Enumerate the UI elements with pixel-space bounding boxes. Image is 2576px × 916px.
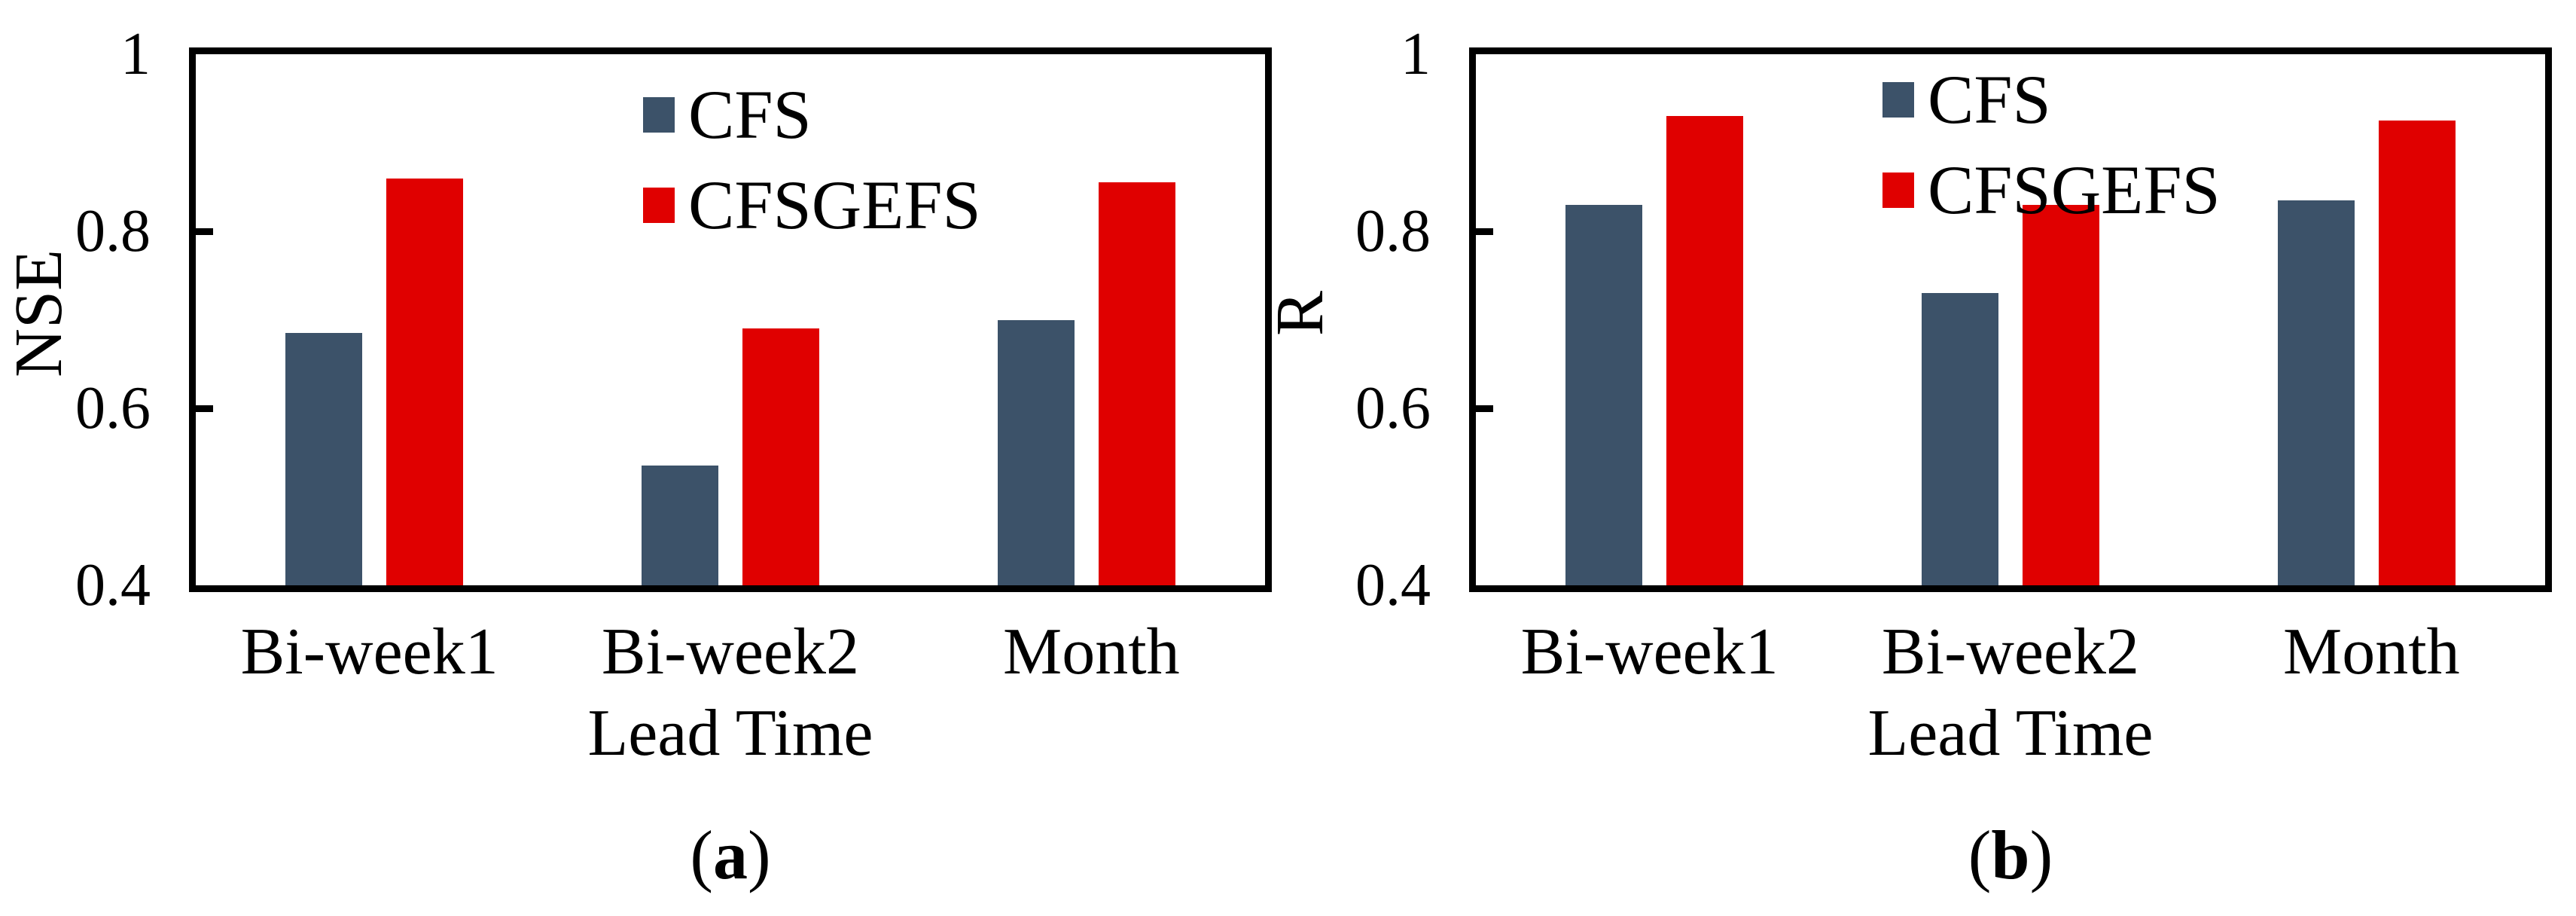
panel-caption-a: (a) — [189, 817, 1272, 893]
panel-a: NSE 1 0.8 0.6 0.4 CFS CFSGEFS Bi-week1 B… — [0, 20, 1272, 893]
plot-area-a: CFS CFSGEFS — [189, 47, 1272, 592]
y-tick-label: 0.8 — [1280, 197, 1431, 265]
y-tick-text: 0.8 — [75, 198, 151, 264]
bar-cfsgefs-bi-week2 — [742, 328, 819, 585]
bars-layer — [196, 54, 1265, 585]
category-label-biweek2: Bi-week2 — [601, 615, 860, 689]
legend-swatch-cfsgefs — [1882, 172, 1914, 208]
y-tick-text: 0.6 — [1355, 375, 1431, 441]
x-axis-title: Lead Time — [1867, 697, 2154, 770]
bar-cfs-bi-week1 — [285, 333, 362, 585]
legend-swatch-cfs — [1882, 81, 1914, 118]
legend-label-cfsgefs: CFSGEFS — [688, 166, 981, 243]
y-tick-label: 0.4 — [0, 551, 151, 619]
y-tick-text: 0.6 — [75, 375, 151, 441]
bar-cfsgefs-bi-week2 — [2023, 204, 2099, 585]
category-labels: Bi-week1 Bi-week2 Month — [189, 618, 1272, 687]
bar-cfs-bi-week1 — [1565, 204, 1642, 585]
legend-swatch-cfsgefs — [643, 187, 675, 223]
bar-cfsgefs-month — [1099, 182, 1176, 585]
bar-cfsgefs-month — [2379, 121, 2456, 585]
bar-cfsgefs-bi-week1 — [1666, 116, 1743, 585]
bar-cfs-month — [998, 319, 1075, 585]
caption-paren: ( — [1968, 817, 1992, 893]
y-tick-text: 0.4 — [75, 552, 151, 618]
y-axis-title-nse: NSE — [2, 249, 76, 377]
category-label-month: Month — [2282, 615, 2460, 689]
category-labels: Bi-week1 Bi-week2 Month — [1469, 618, 2552, 687]
y-tick-label: 0.8 — [0, 197, 151, 265]
y-tick-text: 1 — [1401, 21, 1431, 87]
y-tick-label: 0.6 — [1280, 374, 1431, 442]
caption-letter: a — [713, 817, 748, 893]
y-tick-text: 1 — [120, 21, 151, 87]
category-label-biweek1: Bi-week1 — [1520, 615, 1779, 689]
legend-entry-cfs: CFS — [643, 75, 981, 154]
y-tick-text: 0.8 — [1355, 198, 1431, 264]
bar-cfsgefs-bi-week1 — [386, 178, 463, 585]
legend: CFS CFSGEFS — [643, 75, 981, 256]
legend-entry-cfs: CFS — [1882, 60, 2221, 139]
y-tick-label: 1 — [0, 20, 151, 88]
bar-cfs-bi-week2 — [642, 466, 718, 585]
y-tick-label: 0.6 — [0, 374, 151, 442]
legend-label-cfsgefs: CFSGEFS — [1928, 151, 2221, 228]
category-label-biweek2: Bi-week2 — [1881, 615, 2140, 689]
caption-paren: ) — [2029, 817, 2053, 893]
legend-entry-cfsgefs: CFSGEFS — [1882, 151, 2221, 229]
legend-label-cfs: CFS — [1928, 61, 2051, 138]
bar-cfs-bi-week2 — [1922, 293, 1998, 585]
legend: CFS CFSGEFS — [1882, 60, 2221, 241]
bars-layer — [1476, 54, 2545, 585]
legend-label-cfs: CFS — [688, 76, 812, 153]
panel-b: R 1 0.8 0.6 0.4 CFS CFSGEFS Bi-week1 Bi-… — [1263, 0, 2576, 916]
y-tick-label: 1 — [1280, 20, 1431, 88]
caption-paren: ) — [748, 817, 771, 893]
x-axis-title: Lead Time — [587, 697, 873, 770]
y-tick-label: 0.4 — [1280, 551, 1431, 619]
bar-cfs-month — [2278, 200, 2355, 585]
caption-letter: b — [1991, 817, 2030, 893]
plot-area-b: CFS CFSGEFS — [1469, 47, 2552, 592]
category-label-biweek1: Bi-week1 — [240, 615, 498, 689]
caption-paren: ( — [690, 817, 713, 893]
legend-swatch-cfs — [643, 96, 675, 133]
panel-caption-b: (b) — [1469, 817, 2552, 893]
y-axis-title-r: R — [1263, 290, 1337, 336]
category-label-month: Month — [1002, 615, 1180, 689]
legend-entry-cfsgefs: CFSGEFS — [643, 166, 981, 244]
y-tick-text: 0.4 — [1355, 552, 1431, 618]
